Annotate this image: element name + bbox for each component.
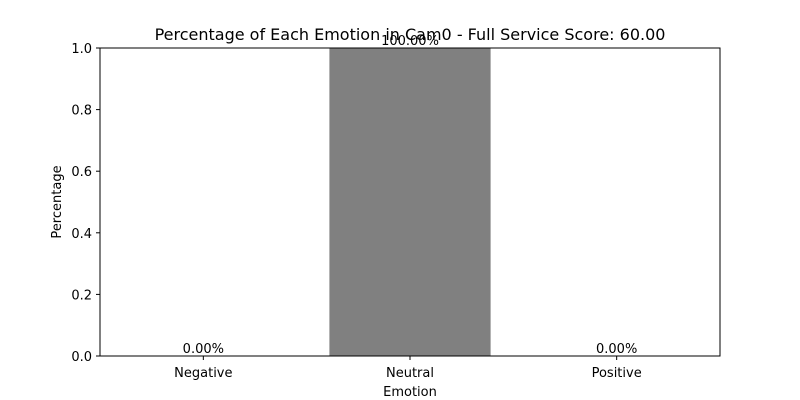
data-label-positive: 0.00%	[596, 342, 637, 357]
bar-neutral	[329, 48, 491, 356]
x-axis-ticks: Negative Neutral Positive	[174, 356, 642, 381]
y-tick-label: 1.0	[71, 42, 92, 57]
y-tick-label: 0.0	[71, 350, 92, 365]
x-tick-label-positive: Positive	[592, 366, 642, 381]
x-tick-label-negative: Negative	[174, 366, 232, 381]
y-axis-ticks: 0.0 0.2 0.4 0.6 0.8 1.0	[71, 42, 100, 365]
y-tick-label: 0.6	[71, 165, 92, 180]
data-label-negative: 0.00%	[183, 342, 224, 357]
y-tick-label: 0.2	[71, 288, 92, 303]
y-tick-label: 0.8	[71, 104, 92, 119]
x-tick-label-neutral: Neutral	[386, 366, 434, 381]
x-axis-label: Emotion	[383, 385, 437, 400]
data-label-neutral: 100.00%	[381, 34, 439, 49]
data-labels-group: 0.00% 100.00% 0.00%	[183, 34, 638, 357]
bars-group	[329, 48, 491, 356]
y-tick-label: 0.4	[71, 227, 92, 242]
plot-area-frame	[99, 47, 721, 357]
y-axis-label: Percentage	[50, 165, 65, 238]
chart-title: Percentage of Each Emotion in Cam0 - Ful…	[155, 25, 666, 44]
